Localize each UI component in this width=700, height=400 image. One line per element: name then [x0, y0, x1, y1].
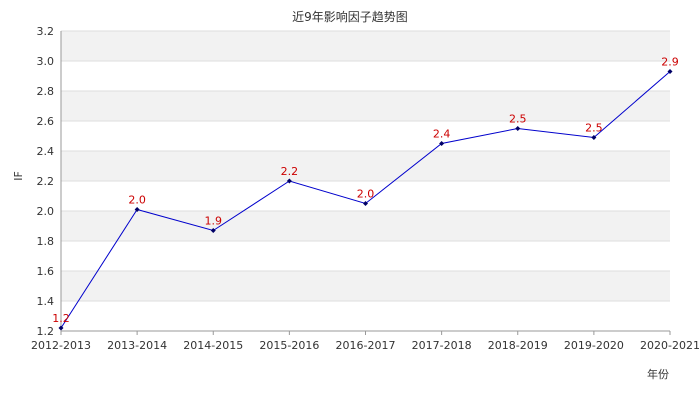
series-markers — [58, 69, 673, 331]
x-tick-label: 2013-2014 — [107, 339, 167, 352]
x-tick-label: 2014-2015 — [183, 339, 243, 352]
plot-band — [61, 31, 670, 61]
y-tick-label: 2.6 — [37, 115, 55, 128]
y-tick-label: 1.2 — [37, 325, 55, 338]
data-labels: 1.2 2.0 1.9 2.2 2.0 2.4 2.5 2.5 2.9 — [52, 56, 679, 326]
plot-band — [61, 271, 670, 301]
x-tick-label: 2015-2016 — [259, 339, 319, 352]
y-tick-label: 2.4 — [37, 145, 55, 158]
chart-title: 近9年影响因子趋势图 — [292, 9, 408, 24]
data-point — [363, 201, 368, 206]
y-axis-label: IF — [12, 171, 25, 181]
y-tick-label: 2.8 — [37, 85, 55, 98]
data-label: 2.5 — [585, 122, 603, 135]
y-tick-label: 2.2 — [37, 175, 55, 188]
x-tick-label: 2016-2017 — [336, 339, 396, 352]
data-label: 1.9 — [205, 215, 223, 228]
data-label: 2.0 — [357, 188, 375, 201]
data-point — [286, 178, 292, 184]
data-point — [58, 325, 64, 331]
y-tick-label: 3.2 — [37, 25, 55, 38]
y-tick-label: 1.6 — [37, 265, 55, 278]
data-point — [134, 207, 140, 212]
data-label: 2.9 — [661, 56, 679, 69]
data-label: 1.2 — [52, 312, 70, 325]
x-tick-label: 2012-2013 — [31, 339, 91, 352]
data-label: 2.4 — [433, 128, 451, 141]
plot-band — [61, 151, 670, 181]
data-label: 2.2 — [281, 165, 299, 178]
data-point — [515, 126, 521, 131]
x-axis-label: 年份 — [647, 367, 669, 381]
plot-bands — [61, 31, 670, 301]
data-point — [591, 135, 597, 140]
x-tick-label: 2018-2019 — [488, 339, 548, 352]
data-point — [210, 228, 216, 233]
y-tick-labels: 1.2 1.4 1.6 1.8 2.0 2.2 2.4 2.6 2.8 3.0 3.2 — [37, 25, 55, 338]
y-tick-label: 1.4 — [37, 295, 55, 308]
y-tick-label: 1.8 — [37, 235, 55, 248]
x-tick-labels: 2012-2013 2013-2014 2014-2015 2015-2016 2016… — [31, 331, 700, 352]
gridlines — [61, 30, 670, 332]
plot-band — [61, 91, 670, 121]
x-tick-label: 2020-2021 — [640, 339, 700, 352]
x-tick-label: 2017-2018 — [412, 339, 472, 352]
y-tick-label: 3.0 — [37, 55, 55, 68]
y-tick-label: 2.0 — [37, 205, 55, 218]
plot-band — [61, 211, 670, 241]
data-label: 2.5 — [509, 113, 527, 126]
x-tick-label: 2019-2020 — [564, 339, 624, 352]
data-point — [439, 141, 445, 146]
data-label: 2.0 — [128, 194, 146, 207]
data-point — [667, 69, 673, 74]
